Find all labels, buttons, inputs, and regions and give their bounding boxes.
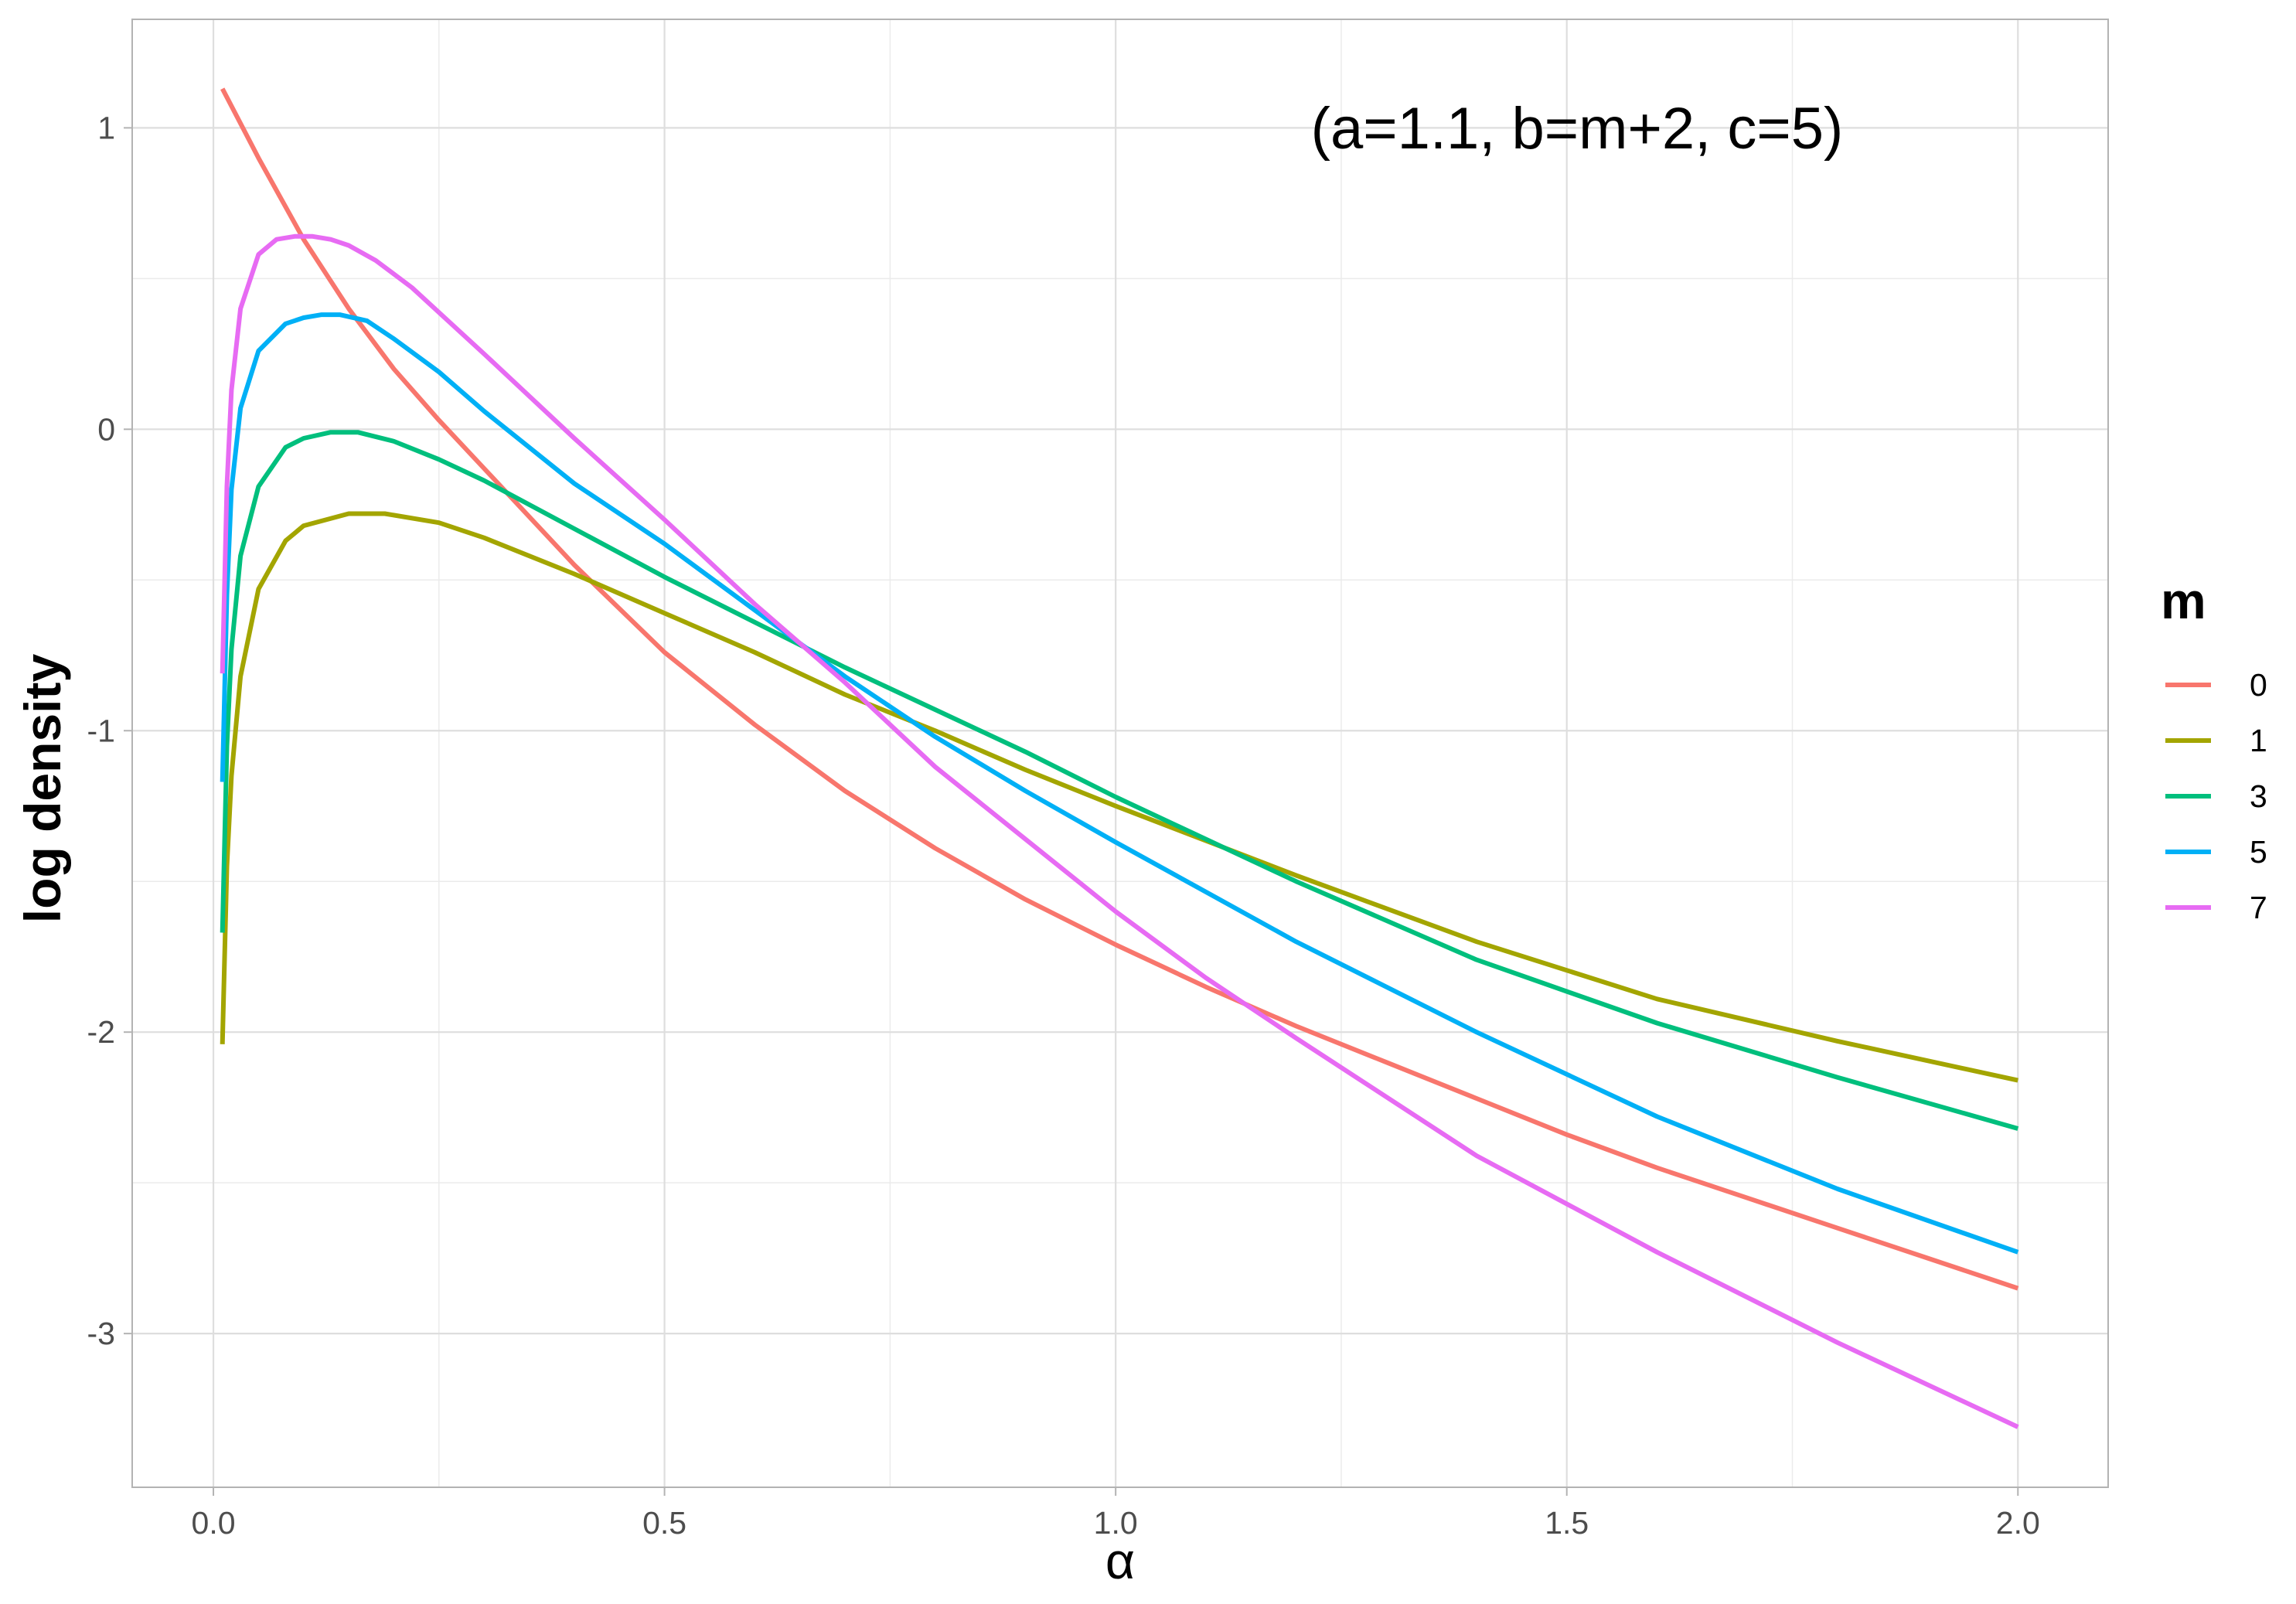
x-tick-label: 1.5	[1545, 1505, 1589, 1541]
y-tick-label: -1	[87, 713, 115, 748]
y-tick-label: -3	[87, 1316, 115, 1351]
y-axis-ticks: -3 -2 -1 0 1	[87, 110, 132, 1351]
series-line-m-1	[220, 511, 2018, 1083]
series-line-m-0	[220, 87, 2019, 1291]
series-line-m-3	[220, 430, 2019, 1131]
y-tick-label: -2	[87, 1014, 115, 1050]
x-tick-label: 0.5	[642, 1505, 686, 1541]
chart-annotation: (a=1.1, b=m+2, c=5)	[1311, 96, 1844, 162]
legend-title: m	[2161, 572, 2206, 629]
series-lines	[220, 87, 2019, 1429]
x-tick-label: 1.0	[1094, 1505, 1138, 1541]
legend-label-m-7: 7	[2250, 890, 2267, 925]
legend: m 0 1 3 5 7	[2161, 572, 2267, 925]
x-axis-title: α	[1105, 1532, 1135, 1589]
y-tick-label: 0	[97, 411, 115, 447]
x-tick-label: 0.0	[192, 1505, 236, 1541]
plot-panel	[132, 19, 2108, 1487]
plot-panel-border	[131, 19, 2109, 1488]
series-line-m-5	[220, 312, 2019, 1255]
x-tick-label: 2.0	[1996, 1505, 2040, 1541]
legend-label-m-5: 5	[2250, 834, 2267, 870]
legend-items: 0 1 3 5 7	[2165, 667, 2267, 925]
legend-label-m-1: 1	[2250, 723, 2267, 758]
y-tick-label: 1	[97, 110, 115, 145]
y-axis-title: log density	[14, 654, 71, 924]
legend-label-m-3: 3	[2250, 778, 2267, 814]
x-axis-ticks: 0.0 0.5 1.0 1.5 2.0	[192, 1487, 2040, 1541]
series-line-m-7	[220, 233, 2019, 1429]
legend-label-m-0: 0	[2250, 667, 2267, 703]
